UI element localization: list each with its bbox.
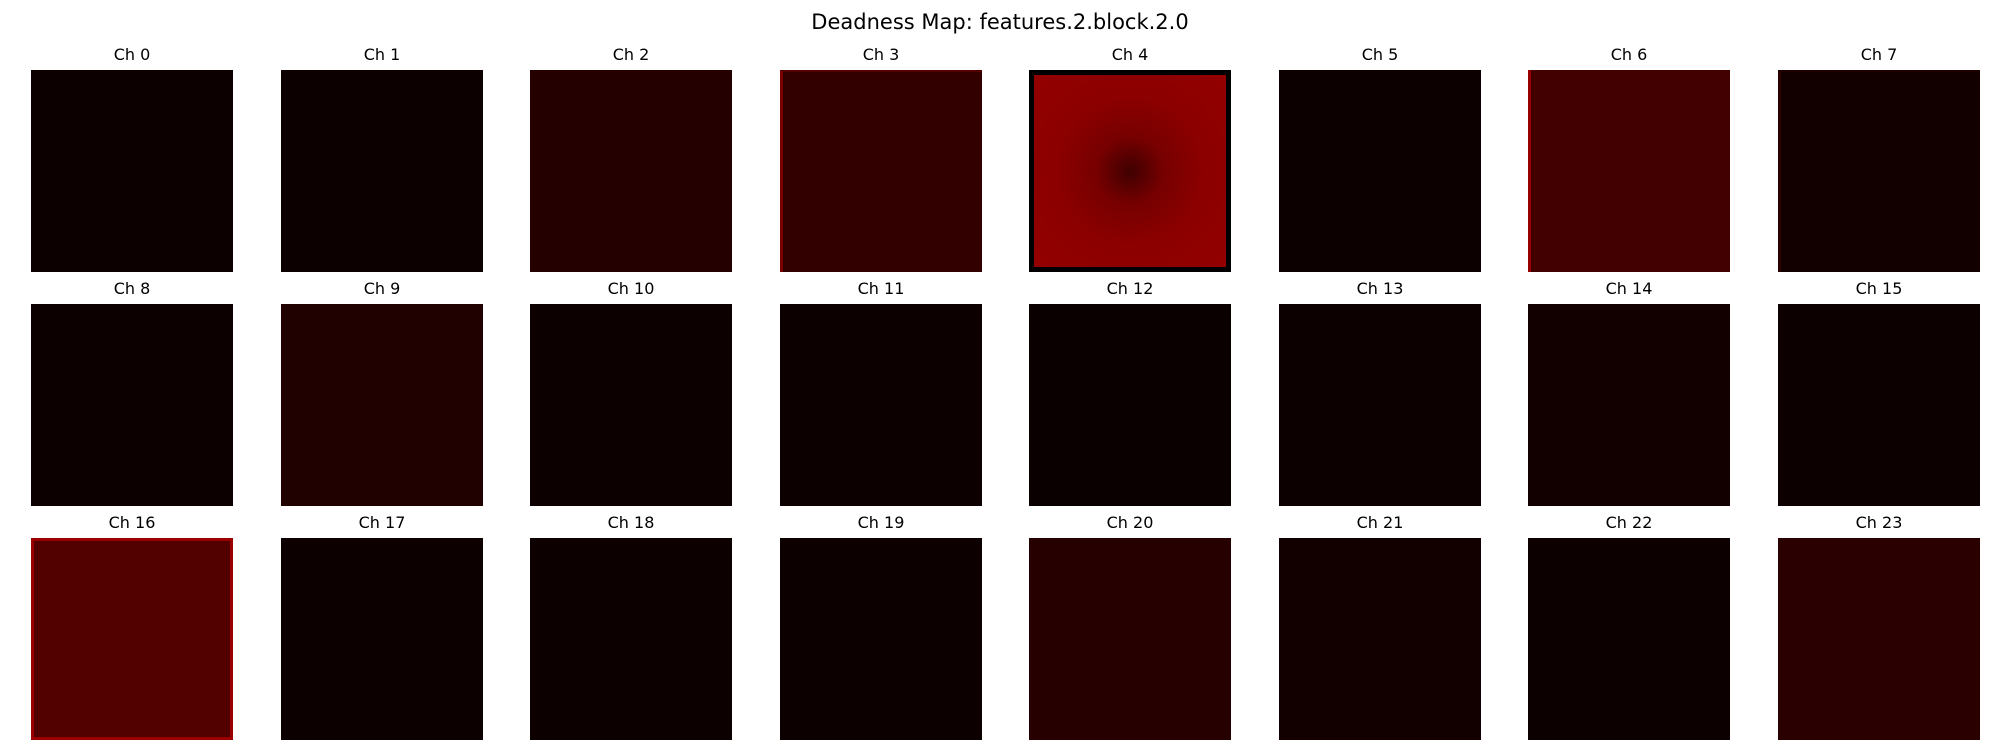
channel-heatmap [1029,538,1231,740]
channel-title: Ch 20 [1106,513,1154,532]
channel-title: Ch 15 [1855,279,1903,298]
channel-title: Ch 16 [108,513,156,532]
channel-heatmap [780,304,982,506]
channel-heatmap [1778,538,1980,740]
channel-heatmap [1279,538,1481,740]
channel-title: Ch 14 [1605,279,1653,298]
channel-heatmap [31,304,233,506]
channel-title: Ch 23 [1855,513,1903,532]
channel-title: Ch 13 [1356,279,1404,298]
channel-heatmap [1029,304,1231,506]
channel-heatmap [1528,70,1730,272]
channel-heatmap [1778,70,1980,272]
channel-title: Ch 0 [113,45,151,64]
figure-title: Deadness Map: features.2.block.2.0 [811,10,1189,34]
channel-title: Ch 4 [1111,45,1149,64]
channel-heatmap [31,70,233,272]
channel-heatmap [1528,304,1730,506]
channel-title: Ch 21 [1356,513,1404,532]
channel-title: Ch 3 [862,45,900,64]
channel-title: Ch 1 [363,45,401,64]
channel-heatmap [780,70,982,272]
channel-title: Ch 18 [607,513,655,532]
channel-title: Ch 19 [857,513,905,532]
channel-heatmap [530,304,732,506]
channel-heatmap [31,538,233,740]
channel-heatmap [780,538,982,740]
channel-heatmap [1279,304,1481,506]
channel-title: Ch 6 [1610,45,1648,64]
channel-heatmap [281,538,483,740]
channel-title: Ch 8 [113,279,151,298]
channel-title: Ch 10 [607,279,655,298]
channel-title: Ch 12 [1106,279,1154,298]
channel-heatmap [530,538,732,740]
channel-title: Ch 17 [358,513,406,532]
channel-heatmap [1279,70,1481,272]
channel-title: Ch 22 [1605,513,1653,532]
channel-title: Ch 2 [612,45,650,64]
channel-title: Ch 9 [363,279,401,298]
channel-heatmap [530,70,732,272]
channel-heatmap [1778,304,1980,506]
channel-heatmap [281,304,483,506]
channel-title: Ch 5 [1361,45,1399,64]
channel-heatmap [281,70,483,272]
channel-heatmap [1528,538,1730,740]
channel-heatmap [1029,70,1231,272]
channel-title: Ch 7 [1860,45,1898,64]
channel-title: Ch 11 [857,279,905,298]
